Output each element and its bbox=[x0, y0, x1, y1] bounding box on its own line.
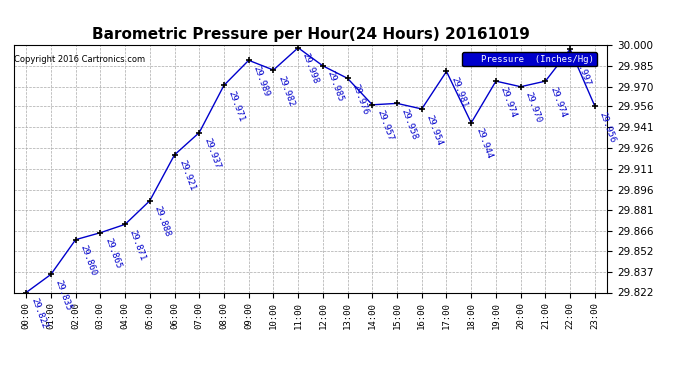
Text: 29.981: 29.981 bbox=[449, 76, 469, 109]
Text: 29.954: 29.954 bbox=[424, 113, 444, 147]
Text: 29.865: 29.865 bbox=[103, 237, 123, 270]
Text: 29.888: 29.888 bbox=[152, 205, 172, 238]
Text: Copyright 2016 Cartronics.com: Copyright 2016 Cartronics.com bbox=[14, 55, 145, 64]
Text: 29.974: 29.974 bbox=[548, 86, 568, 119]
Text: 29.958: 29.958 bbox=[400, 108, 420, 141]
Title: Barometric Pressure per Hour(24 Hours) 20161019: Barometric Pressure per Hour(24 Hours) 2… bbox=[92, 27, 529, 42]
Text: 29.956: 29.956 bbox=[598, 110, 617, 144]
Text: 29.937: 29.937 bbox=[202, 137, 221, 170]
Legend: Pressure  (Inches/Hg): Pressure (Inches/Hg) bbox=[462, 52, 597, 66]
Text: 29.921: 29.921 bbox=[177, 159, 197, 192]
Text: 29.835: 29.835 bbox=[54, 279, 73, 312]
Text: 29.982: 29.982 bbox=[276, 74, 296, 108]
Text: 29.970: 29.970 bbox=[524, 91, 543, 124]
Text: 29.822: 29.822 bbox=[29, 297, 48, 330]
Text: 29.989: 29.989 bbox=[251, 64, 271, 98]
Text: 29.985: 29.985 bbox=[326, 70, 345, 104]
Text: 29.944: 29.944 bbox=[474, 127, 493, 160]
Text: 29.998: 29.998 bbox=[301, 52, 320, 86]
Text: 29.957: 29.957 bbox=[375, 109, 395, 142]
Text: 29.997: 29.997 bbox=[573, 53, 593, 87]
Text: 29.971: 29.971 bbox=[227, 90, 246, 123]
Text: 29.974: 29.974 bbox=[499, 86, 518, 119]
Text: 29.871: 29.871 bbox=[128, 228, 148, 262]
Text: 29.860: 29.860 bbox=[79, 244, 98, 277]
Text: 29.976: 29.976 bbox=[351, 82, 370, 116]
